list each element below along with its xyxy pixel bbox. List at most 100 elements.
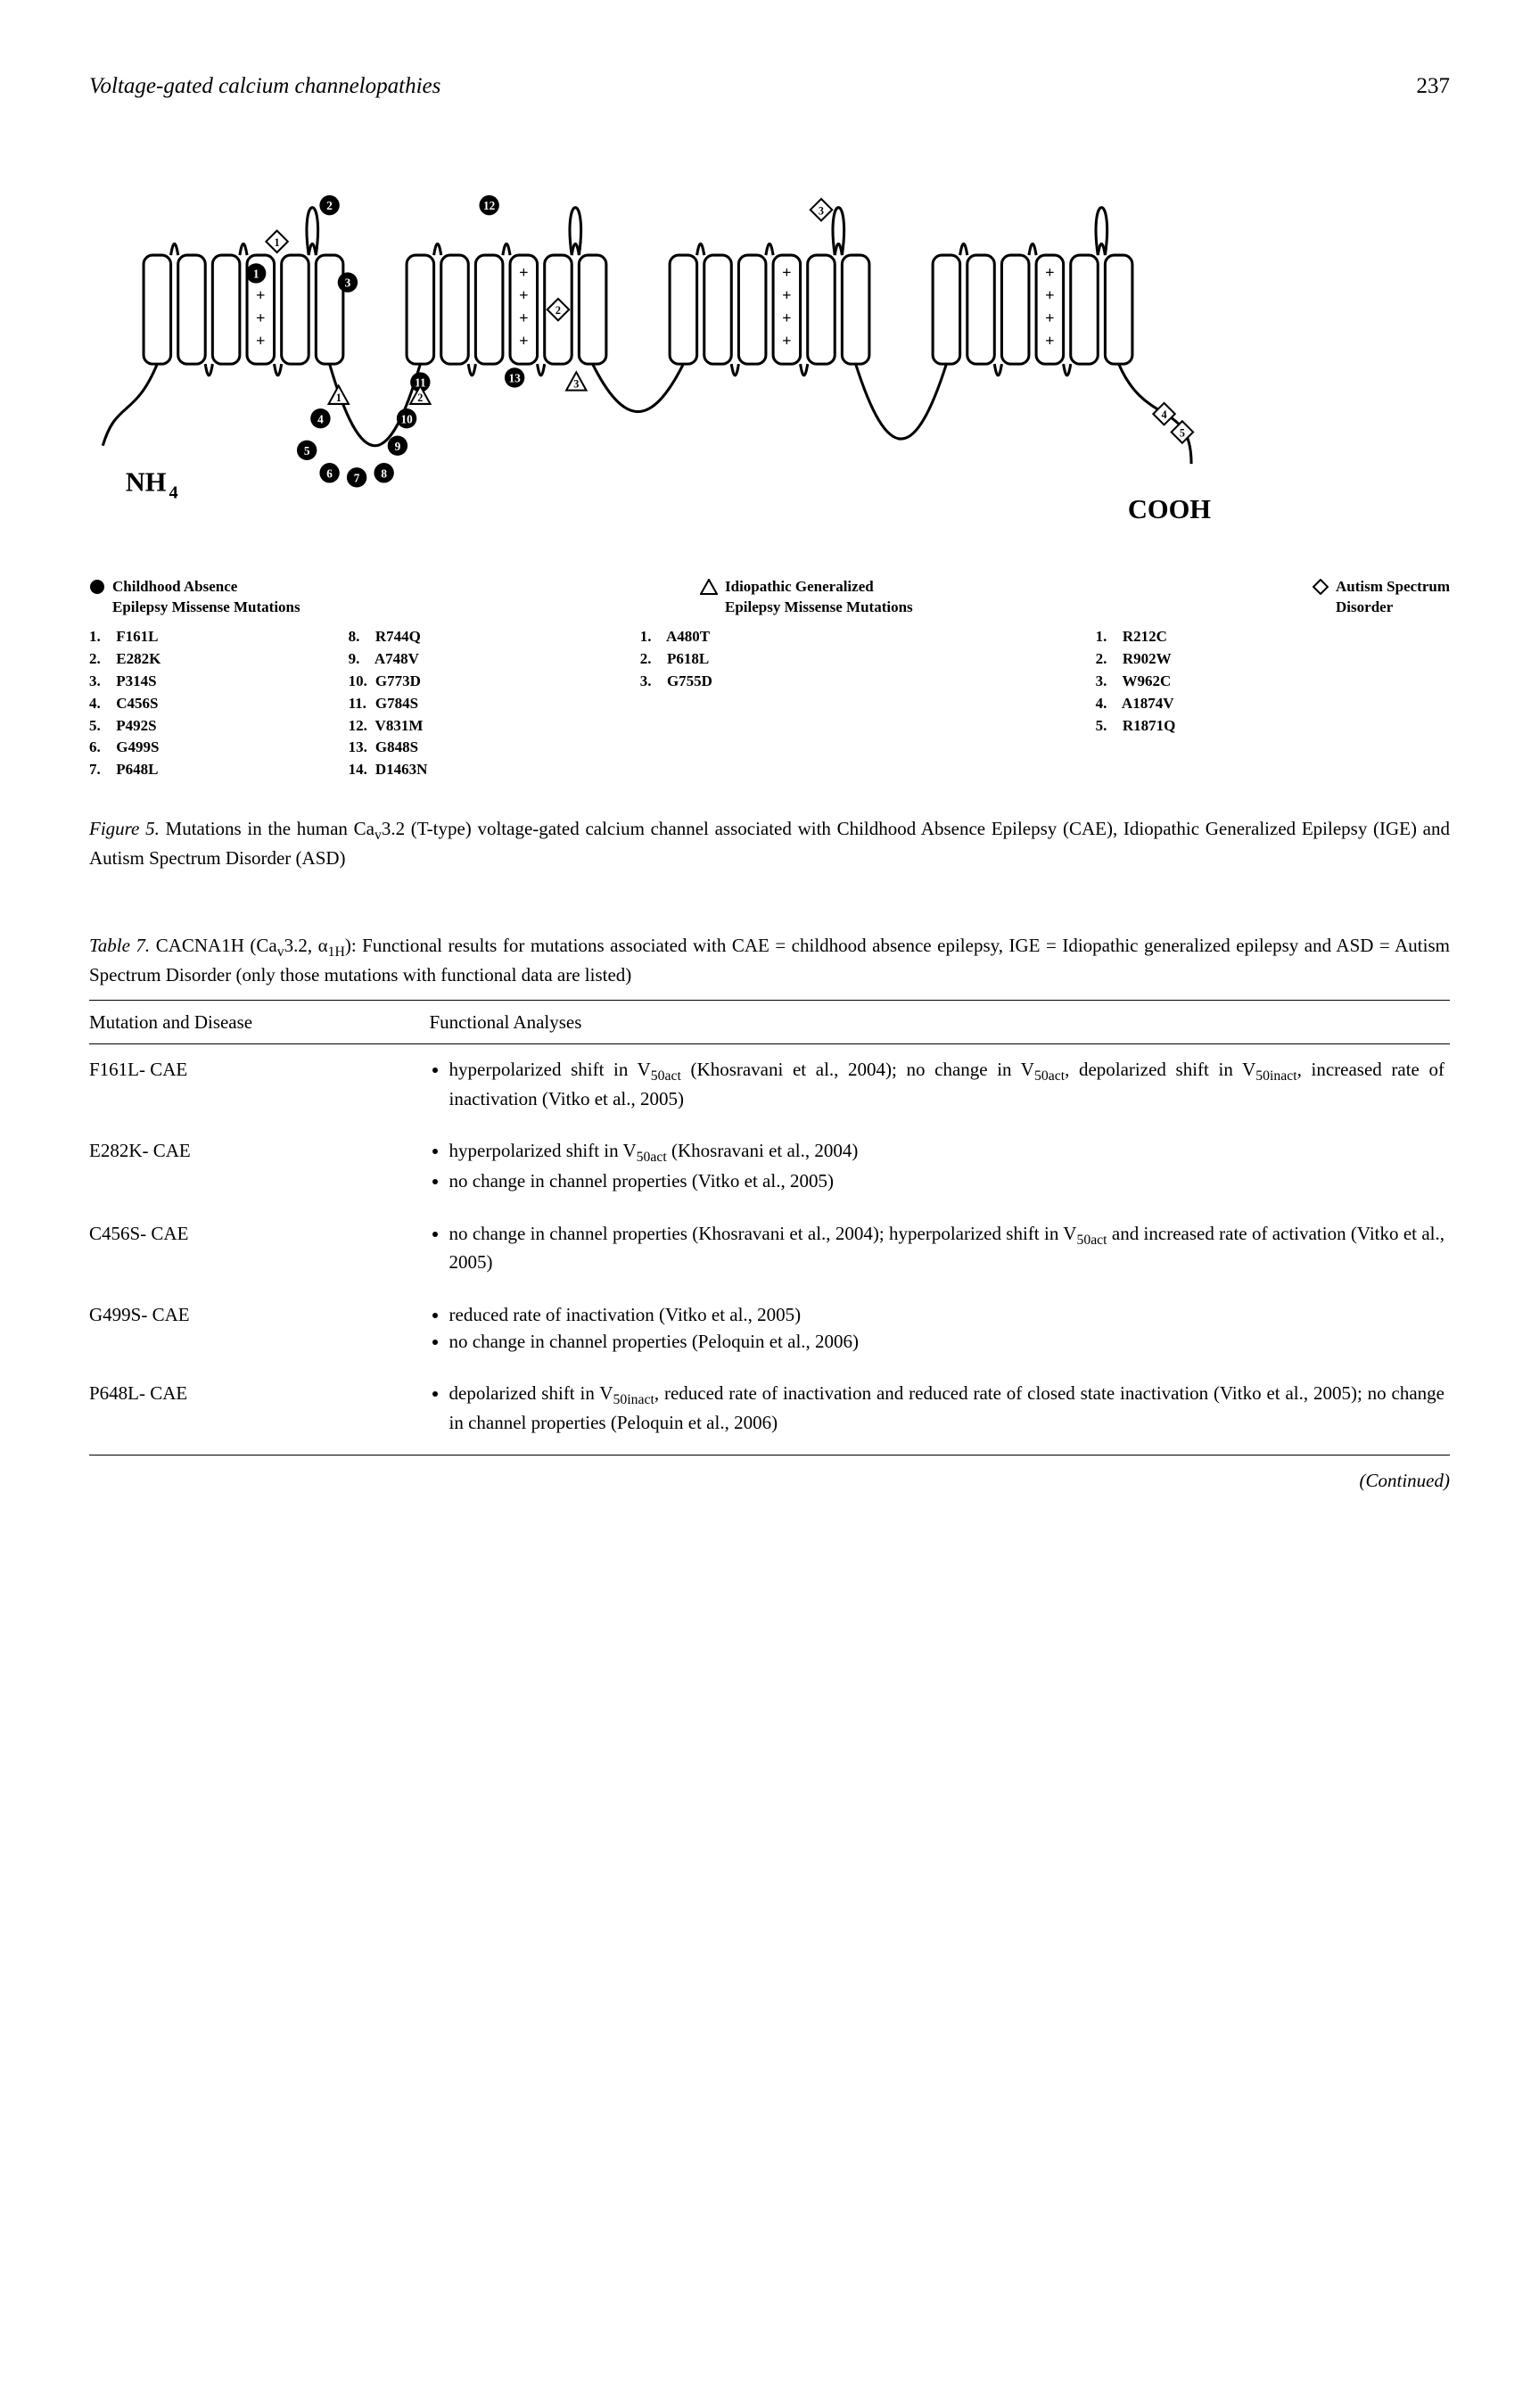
mutation-cell: G499S- CAE <box>89 1290 430 1369</box>
mutation-item: 3. W962C <box>1096 672 1450 692</box>
table-label: Table 7. <box>89 935 150 956</box>
analysis-bullet: no change in channel properties (Khosrav… <box>449 1221 1445 1275</box>
analysis-bullet: depolarized shift in V50inact, reduced r… <box>449 1381 1445 1435</box>
analysis-cell: no change in channel properties (Khosrav… <box>430 1208 1451 1290</box>
figure-caption: Figure 5. Mutations in the human Cav3.2 … <box>89 816 1450 870</box>
mutation-item: 1. A480T <box>640 627 1096 647</box>
svg-text:+: + <box>256 286 265 304</box>
mutation-item: 11. G784S <box>349 694 596 714</box>
figure-caption-text: Mutations in the human Cav3.2 (T-type) v… <box>89 818 1450 868</box>
svg-text:3: 3 <box>345 276 351 289</box>
svg-text:9: 9 <box>395 440 401 453</box>
table-header: Mutation and Disease <box>89 1000 430 1043</box>
legend-text: Disorder <box>1336 598 1393 615</box>
running-title: Voltage-gated calcium channelopathies <box>89 71 440 102</box>
svg-text:NH: NH <box>126 466 167 497</box>
mutation-item: 1. R212C <box>1096 627 1450 647</box>
mutation-group-ige: 1. A480T2. P618L3. G755D <box>596 627 1096 781</box>
analysis-cell: hyperpolarized shift in V50act (Khosrava… <box>430 1126 1451 1208</box>
analysis-cell: hyperpolarized shift in V50act (Khosrava… <box>430 1044 1451 1126</box>
table-caption: Table 7. CACNA1H (Cav3.2, α1H): Function… <box>89 933 1450 987</box>
mutation-item: 3. G755D <box>640 672 1096 692</box>
table-row: P648L- CAE depolarized shift in V50inact,… <box>89 1368 1450 1455</box>
svg-text:2: 2 <box>556 304 561 317</box>
functional-table: Mutation and Disease Functional Analyses… <box>89 1000 1450 1456</box>
filled-circle-icon <box>89 579 105 601</box>
continued-label: (Continued) <box>89 1468 1450 1493</box>
svg-text:1: 1 <box>275 236 280 249</box>
svg-text:+: + <box>782 286 791 304</box>
svg-text:4: 4 <box>169 482 178 502</box>
mutation-item: 6. G499S <box>89 738 329 758</box>
analysis-bullet: hyperpolarized shift in V50act (Khosrava… <box>449 1057 1445 1111</box>
mutation-cell: P648L- CAE <box>89 1368 430 1455</box>
mutation-item: 1. F161L <box>89 627 329 647</box>
svg-text:+: + <box>782 263 791 281</box>
legend-text: Idiopathic Generalized <box>725 578 874 595</box>
svg-text:2: 2 <box>417 392 423 404</box>
svg-text:+: + <box>782 332 791 350</box>
svg-text:COOH: COOH <box>1128 494 1211 524</box>
legend-text: Epilepsy Missense Mutations <box>112 598 300 615</box>
mutation-item: 7. P648L <box>89 760 329 780</box>
svg-text:13: 13 <box>509 371 522 384</box>
mutation-item: 13. G848S <box>349 738 596 758</box>
svg-text:+: + <box>1045 332 1054 350</box>
table-caption-text: CACNA1H (Cav3.2, α1H): Functional result… <box>89 935 1450 985</box>
mutation-item: 3. P314S <box>89 672 329 692</box>
svg-text:1: 1 <box>336 392 342 404</box>
analysis-bullet: no change in channel properties (Peloqui… <box>449 1329 1445 1354</box>
svg-text:8: 8 <box>381 466 387 480</box>
table-row: C456S- CAE no change in channel propertie… <box>89 1208 1450 1290</box>
svg-text:+: + <box>1045 286 1054 304</box>
svg-text:2: 2 <box>326 199 333 212</box>
svg-text:10: 10 <box>400 412 413 425</box>
svg-text:12: 12 <box>483 199 496 212</box>
mutation-item: 4. C456S <box>89 694 329 714</box>
svg-text:+: + <box>519 286 528 304</box>
svg-text:5: 5 <box>304 444 310 458</box>
mutation-item: 2. R902W <box>1096 649 1450 670</box>
mutation-item: 2. E282K <box>89 649 329 670</box>
svg-text:7: 7 <box>354 471 360 484</box>
mutation-lists: 1. F161L8. R744Q2. E282K9. A748V3. P314S… <box>89 627 1450 781</box>
legend-row: Childhood Absence Epilepsy Missense Muta… <box>89 577 1450 618</box>
mutation-cell: C456S- CAE <box>89 1208 430 1290</box>
analysis-bullet: reduced rate of inactivation (Vitko et a… <box>449 1302 1445 1327</box>
legend-text: Epilepsy Missense Mutations <box>725 598 913 615</box>
legend-cae: Childhood Absence Epilepsy Missense Muta… <box>89 577 300 618</box>
svg-text:+: + <box>782 309 791 326</box>
page-number: 237 <box>1417 71 1451 102</box>
mutation-item: 4. A1874V <box>1096 694 1450 714</box>
svg-text:+: + <box>519 332 528 350</box>
table-row: G499S- CAE reduced rate of inactivation (… <box>89 1290 1450 1369</box>
mutation-item: 10. G773D <box>349 672 596 692</box>
svg-text:5: 5 <box>1180 426 1185 439</box>
mutation-item: 12. V831M <box>349 716 596 737</box>
legend-ige: Idiopathic Generalized Epilepsy Missense… <box>700 577 913 618</box>
analysis-bullet: hyperpolarized shift in V50act (Khosrava… <box>449 1138 1445 1167</box>
open-triangle-icon <box>700 579 718 601</box>
table-row: F161L- CAEhyperpolarized shift in V50act… <box>89 1044 1450 1126</box>
channel-diagram: ++++++++++++++++NH4COOH12345678910111213… <box>89 146 1450 555</box>
mutation-item: 5. P492S <box>89 716 329 737</box>
table-row: E282K- CAE hyperpolarized shift in V50act… <box>89 1126 1450 1208</box>
figure-label: Figure 5. <box>89 818 160 839</box>
mutation-cell: E282K- CAE <box>89 1126 430 1208</box>
table-header: Functional Analyses <box>430 1000 1451 1043</box>
svg-text:4: 4 <box>317 412 324 425</box>
analysis-cell: depolarized shift in V50inact, reduced r… <box>430 1368 1451 1455</box>
mutation-group-cae: 1. F161L8. R744Q2. E282K9. A748V3. P314S… <box>89 627 596 781</box>
svg-text:3: 3 <box>819 204 824 217</box>
mutation-item: 5. R1871Q <box>1096 716 1450 737</box>
legend-asd: Autism Spectrum Disorder <box>1313 577 1450 618</box>
analysis-cell: reduced rate of inactivation (Vitko et a… <box>430 1290 1451 1369</box>
open-diamond-icon <box>1313 579 1329 601</box>
mutation-item: 2. P618L <box>640 649 1096 670</box>
analysis-bullet: no change in channel properties (Vitko e… <box>449 1168 1445 1193</box>
svg-text:+: + <box>1045 263 1054 281</box>
figure-5: ++++++++++++++++NH4COOH12345678910111213… <box>89 146 1450 870</box>
svg-text:+: + <box>519 263 528 281</box>
legend-text: Childhood Absence <box>112 578 237 595</box>
svg-text:1: 1 <box>253 267 259 280</box>
